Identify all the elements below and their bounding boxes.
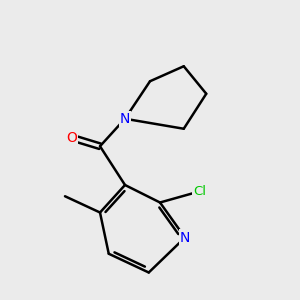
Text: N: N [180, 230, 190, 244]
Text: N: N [120, 112, 130, 126]
Text: O: O [66, 130, 77, 145]
Text: Cl: Cl [194, 185, 206, 198]
